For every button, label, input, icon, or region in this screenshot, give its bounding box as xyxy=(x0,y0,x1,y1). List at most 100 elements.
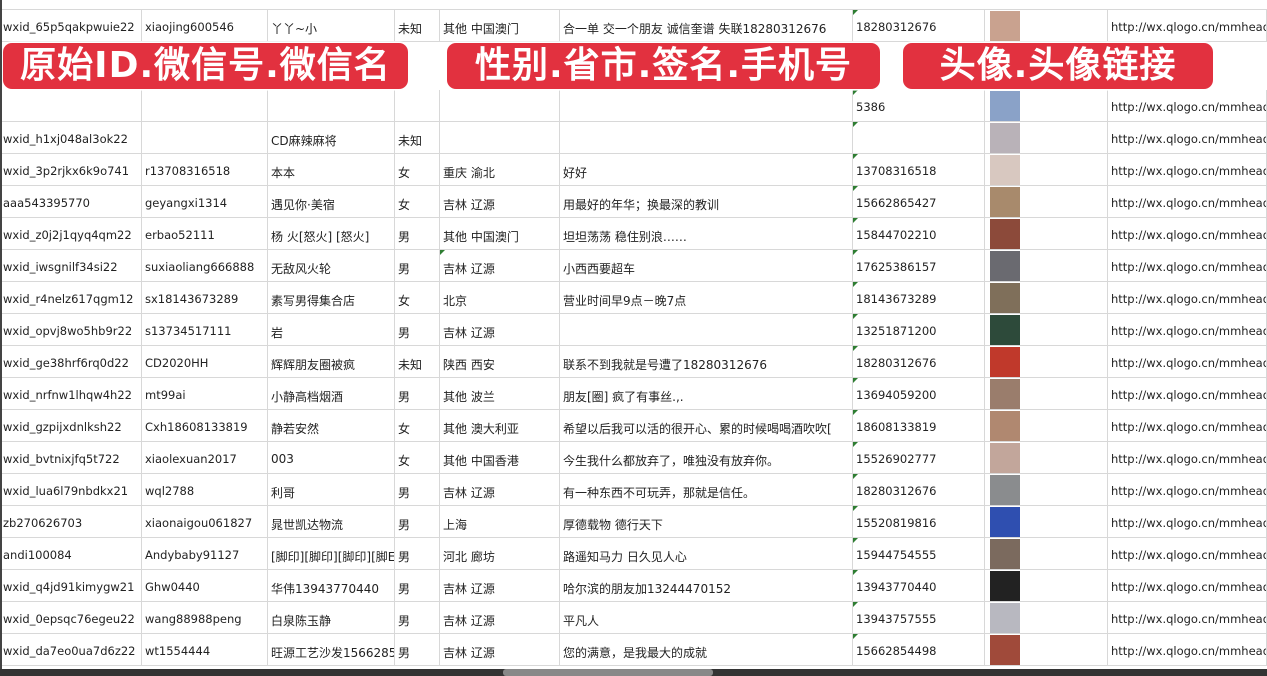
cell-avatar[interactable] xyxy=(985,442,1108,473)
cell-original-id[interactable]: wxid_q4jd91kimygw21 xyxy=(0,570,142,601)
cell-wechat-name[interactable]: 白泉陈玉静 xyxy=(268,602,395,633)
cell-wechat-id[interactable]: xiaolexuan2017 xyxy=(142,442,268,473)
cell-original-id[interactable]: zb270626703 xyxy=(0,506,142,537)
cell-wechat-name[interactable] xyxy=(268,90,395,121)
cell-region[interactable]: 吉林 辽源 xyxy=(440,186,560,217)
cell-phone[interactable]: 15662865427 xyxy=(853,186,985,217)
cell-original-id[interactable]: wxid_gzpijxdnlksh22 xyxy=(0,410,142,441)
cell-original-id[interactable]: wxid_iwsgnilf34si22 xyxy=(0,250,142,281)
cell-wechat-id[interactable]: geyangxi1314 xyxy=(142,186,268,217)
cell-gender[interactable]: 女 xyxy=(395,154,440,185)
cell-avatar-url[interactable]: http://wx.qlogo.cn/mmhead xyxy=(1108,90,1267,121)
cell-gender[interactable] xyxy=(395,90,440,121)
cell-avatar-url[interactable]: http://wx.qlogo.cn/mmhead xyxy=(1108,346,1267,377)
cell-wechat-id[interactable] xyxy=(142,122,268,153)
cell-original-id[interactable]: wxid_ge38hrf6rq0d22 xyxy=(0,346,142,377)
cell-wechat-id[interactable]: xiaonaigou061827 xyxy=(142,506,268,537)
table-row[interactable]: wxid_nrfnw1lhqw4h22 mt99ai 小静高档烟酒男其他 波兰 朋友[… xyxy=(0,378,1267,410)
cell-signature[interactable]: 哈尔滨的朋友加13244470152 xyxy=(560,570,853,601)
scrollbar-thumb[interactable] xyxy=(503,669,713,676)
cell-avatar-url[interactable]: http://wx.qlogo.cn/mmhead xyxy=(1108,602,1267,633)
cell-phone[interactable]: 13943770440 xyxy=(853,570,985,601)
cell-gender[interactable]: 男 xyxy=(395,634,440,665)
cell-phone[interactable]: 18143673289 xyxy=(853,282,985,313)
cell-wechat-name[interactable]: 华伟13943770440 xyxy=(268,570,395,601)
cell-avatar-url[interactable]: http://wx.qlogo.cn/mmhead xyxy=(1108,154,1267,185)
cell-wechat-name[interactable]: 辉辉朋友圈被疯 xyxy=(268,346,395,377)
cell-signature[interactable]: 联系不到我就是号遭了18280312676 xyxy=(560,346,853,377)
cell-wechat-id[interactable]: wql2788 xyxy=(142,474,268,505)
cell-wechat-id[interactable]: mt99ai xyxy=(142,378,268,409)
table-row[interactable]: wxid_q4jd91kimygw21 Ghw0440 华伟13943770440 男… xyxy=(0,570,1267,602)
table-row[interactable]: aaa543395770 geyangxi1314 遇见你·美宿女吉林 辽源 用最好的… xyxy=(0,186,1267,218)
cell-wechat-id[interactable] xyxy=(142,90,268,121)
cell-avatar[interactable] xyxy=(985,634,1108,665)
table-row[interactable]: wxid_h1xj048al3ok22 CD麻辣麻将 未知 http://wx.qlo… xyxy=(0,122,1267,154)
cell-gender[interactable]: 女 xyxy=(395,410,440,441)
table-row[interactable]: wxid_0epsqc76egeu22 wang88988peng 白泉陈玉静男吉林… xyxy=(0,602,1267,634)
cell-signature[interactable]: 您的满意，是我最大的成就 xyxy=(560,634,853,665)
cell-wechat-name[interactable]: 小静高档烟酒 xyxy=(268,378,395,409)
cell-phone[interactable]: 13694059200 xyxy=(853,378,985,409)
cell-avatar[interactable] xyxy=(985,282,1108,313)
cell-phone[interactable]: 18280312676 xyxy=(853,474,985,505)
cell-original-id[interactable]: wxid_r4nelz617qgm12 xyxy=(0,282,142,313)
cell-original-id[interactable]: aaa543395770 xyxy=(0,186,142,217)
cell-region[interactable] xyxy=(440,122,560,153)
cell-signature[interactable]: 小西西要超车 xyxy=(560,250,853,281)
cell-signature[interactable] xyxy=(560,122,853,153)
cell-phone[interactable] xyxy=(853,122,985,153)
cell-original-id[interactable]: wxid_0epsqc76egeu22 xyxy=(0,602,142,633)
cell-region[interactable]: 吉林 辽源 xyxy=(440,634,560,665)
cell-signature[interactable]: 合一单 交一个朋友 诚信奎谱 失联18280312676 xyxy=(560,10,853,41)
cell-phone[interactable]: 13708316518 xyxy=(853,154,985,185)
cell-wechat-name[interactable]: 旺源工艺沙发15662854 xyxy=(268,634,395,665)
cell-avatar[interactable] xyxy=(985,410,1108,441)
cell-region[interactable]: 北京 xyxy=(440,282,560,313)
cell-wechat-id[interactable]: sx18143673289 xyxy=(142,282,268,313)
cell-phone[interactable]: 17625386157 xyxy=(853,250,985,281)
cell-wechat-id[interactable]: xiaojing600546 xyxy=(142,10,268,41)
cell-wechat-id[interactable]: Andybaby91127 xyxy=(142,538,268,569)
table-row[interactable]: wxid_bvtnixjfq5t722 xiaolexuan2017 003 女其他 … xyxy=(0,442,1267,474)
cell-wechat-name[interactable]: 遇见你·美宿 xyxy=(268,186,395,217)
cell-wechat-id[interactable]: s13734517111 xyxy=(142,314,268,345)
cell-gender[interactable]: 男 xyxy=(395,218,440,249)
table-row[interactable]: wxid_opvj8wo5hb9r22 s13734517111 岩男吉林 辽源 13… xyxy=(0,314,1267,346)
table-row[interactable]: wxid_iwsgnilf34si22 suxiaoliang666888 无敌风火… xyxy=(0,250,1267,282)
cell-signature[interactable]: 朋友[圈] 疯了有事丝.,. xyxy=(560,378,853,409)
cell-avatar[interactable] xyxy=(985,122,1108,153)
cell-gender[interactable]: 男 xyxy=(395,314,440,345)
cell-region[interactable]: 吉林 辽源 xyxy=(440,250,560,281)
table-row[interactable]: zb270626703 xiaonaigou061827 晁世凯达物流男上海 厚德载物… xyxy=(0,506,1267,538)
cell-avatar-url[interactable]: http://wx.qlogo.cn/mmhead xyxy=(1108,282,1267,313)
cell-region[interactable]: 上海 xyxy=(440,506,560,537)
cell-wechat-name[interactable]: 杨 火[怒火] [怒火] xyxy=(268,218,395,249)
cell-wechat-name[interactable]: 本本 xyxy=(268,154,395,185)
cell-avatar[interactable] xyxy=(985,346,1108,377)
table-row[interactable]: 5386 http://wx.qlogo.cn/mmhead xyxy=(0,90,1267,122)
cell-original-id[interactable]: wxid_bvtnixjfq5t722 xyxy=(0,442,142,473)
table-row[interactable]: wxid_3p2rjkx6k9o741 r13708316518 本本女重庆 渝北好… xyxy=(0,154,1267,186)
cell-region[interactable]: 其他 中国澳门 xyxy=(440,10,560,41)
cell-phone[interactable]: 18608133819 xyxy=(853,410,985,441)
cell-avatar[interactable] xyxy=(985,218,1108,249)
cell-phone[interactable]: 5386 xyxy=(853,90,985,121)
cell-region[interactable]: 其他 波兰 xyxy=(440,378,560,409)
cell-avatar[interactable] xyxy=(985,474,1108,505)
cell-phone[interactable]: 18280312676 xyxy=(853,10,985,41)
cell-wechat-id[interactable]: wt1554444 xyxy=(142,634,268,665)
cell-phone[interactable]: 15662854498 xyxy=(853,634,985,665)
cell-gender[interactable]: 男 xyxy=(395,474,440,505)
cell-avatar[interactable] xyxy=(985,570,1108,601)
cell-gender[interactable]: 未知 xyxy=(395,10,440,41)
cell-wechat-id[interactable]: CD2020HH xyxy=(142,346,268,377)
cell-signature[interactable]: 营业时间早9点－晚7点 xyxy=(560,282,853,313)
cell-wechat-name[interactable]: CD麻辣麻将 xyxy=(268,122,395,153)
cell-avatar-url[interactable]: http://wx.qlogo.cn/mmhead xyxy=(1108,314,1267,345)
cell-signature[interactable]: 用最好的年华；换最深的教训 xyxy=(560,186,853,217)
cell-region[interactable]: 其他 中国香港 xyxy=(440,442,560,473)
cell-gender[interactable]: 女 xyxy=(395,186,440,217)
cell-phone[interactable]: 13251871200 xyxy=(853,314,985,345)
cell-gender[interactable]: 女 xyxy=(395,442,440,473)
